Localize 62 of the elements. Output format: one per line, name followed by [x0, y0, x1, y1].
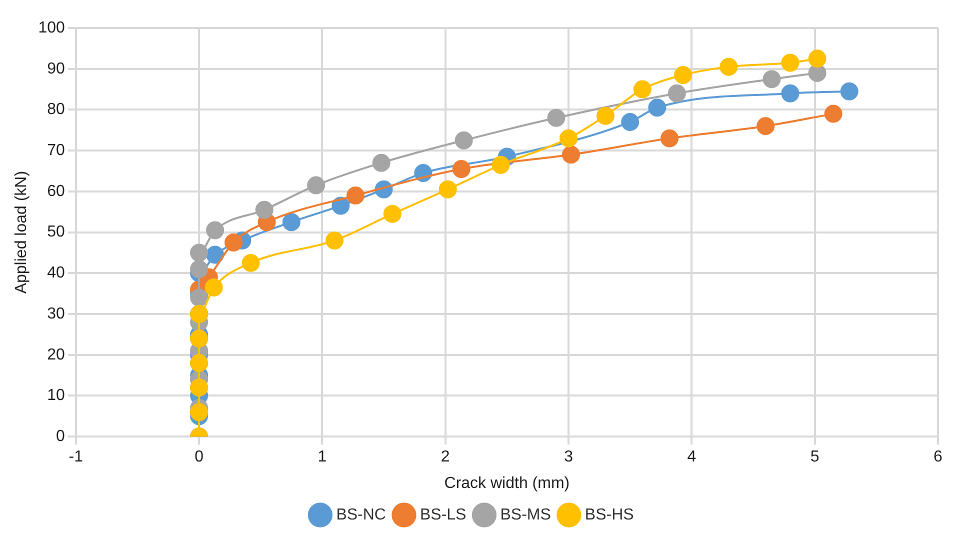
x-tick-label: 2	[440, 448, 450, 466]
point	[438, 180, 457, 198]
point	[762, 70, 781, 88]
point	[560, 129, 578, 148]
point	[808, 64, 826, 82]
point	[660, 129, 679, 148]
point	[206, 221, 224, 240]
x-tick-label: 5	[810, 448, 820, 466]
x-tick-label: 4	[687, 448, 696, 466]
y-tick-label: 0	[56, 428, 65, 446]
point	[547, 108, 566, 127]
point	[326, 231, 344, 250]
point	[674, 66, 692, 84]
y-tick-label: 80	[47, 101, 65, 118]
point	[346, 186, 364, 205]
x-tick-label: 3	[564, 448, 574, 466]
point	[781, 54, 800, 72]
point	[720, 58, 738, 76]
point	[648, 98, 666, 117]
y-tick-label: 10	[47, 387, 65, 404]
y-tick-label: 50	[47, 224, 65, 241]
y-tick-label: 30	[47, 305, 65, 322]
point	[224, 234, 243, 252]
y-tick-label: 100	[38, 19, 65, 36]
y-tick-label: 60	[47, 182, 65, 200]
point	[255, 200, 274, 219]
legend-label: BS-LS	[420, 506, 466, 524]
y-tick-label: 20	[47, 346, 65, 364]
point	[282, 213, 300, 232]
y-tick-label: 90	[47, 60, 65, 78]
legend-label: BS-NC	[336, 506, 386, 524]
x-tick-label: 1	[318, 448, 327, 466]
point	[454, 131, 473, 150]
point	[492, 156, 510, 174]
point	[633, 80, 652, 98]
point	[562, 146, 580, 164]
y-axis-title: Applied load (kN)	[13, 170, 30, 294]
point	[452, 160, 470, 178]
y-tick-label: 70	[47, 142, 65, 159]
x-axis-title: Crack width (mm)	[444, 474, 570, 492]
legend-label: BS-HS	[584, 506, 634, 524]
point	[190, 244, 208, 262]
point	[383, 204, 402, 223]
point	[307, 176, 326, 194]
point	[621, 112, 640, 131]
point	[596, 106, 614, 125]
point	[372, 154, 390, 172]
point	[756, 117, 775, 136]
x-tick-label: -1	[68, 448, 84, 466]
point	[190, 260, 208, 278]
point	[668, 84, 686, 102]
point	[242, 254, 260, 272]
legend-label: BS-MS	[500, 506, 551, 524]
point	[781, 84, 800, 102]
x-tick-label: 6	[934, 448, 943, 466]
point	[840, 82, 858, 100]
point	[204, 278, 223, 296]
point	[190, 288, 208, 307]
x-tick-label: 0	[194, 448, 204, 466]
y-tick-label: 40	[47, 264, 65, 282]
point	[808, 50, 826, 68]
point	[824, 104, 842, 123]
